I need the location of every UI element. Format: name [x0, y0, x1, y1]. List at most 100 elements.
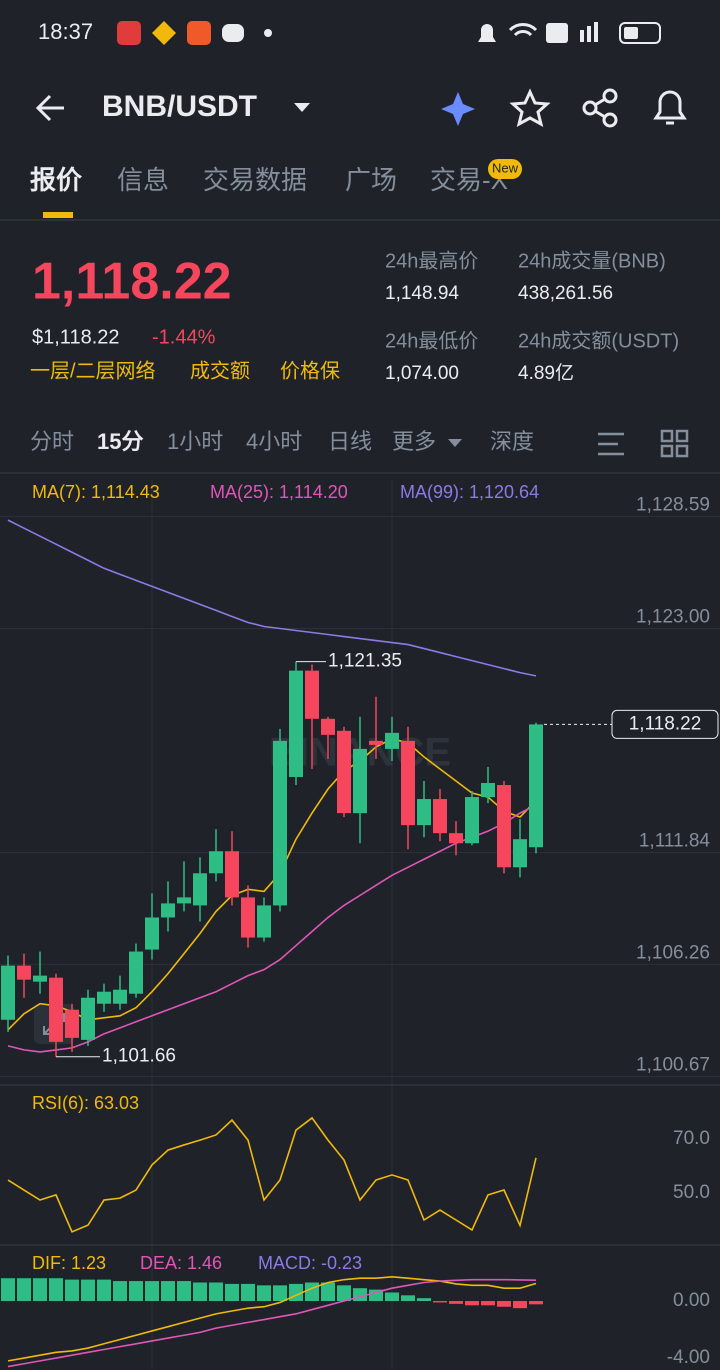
macd-bar [17, 1278, 31, 1302]
tab[interactable]: 报价 [30, 165, 83, 195]
candle-body [241, 897, 255, 938]
macd-bar [305, 1282, 319, 1302]
candle-body [385, 732, 399, 749]
candle-body [161, 903, 175, 918]
back-button[interactable] [35, 94, 64, 122]
candle-body [1, 965, 15, 1020]
rsi-legend: RSI(6): 63.03 [32, 1093, 139, 1113]
macd-tick-label: -4.00 [667, 1347, 710, 1368]
app-icon [117, 21, 141, 45]
candle-body [225, 851, 239, 898]
interval[interactable]: 4小时 [246, 429, 302, 454]
interval[interactable]: 分时 [30, 429, 74, 454]
macd-bar [145, 1281, 159, 1302]
y-tick-label: 1,123.00 [636, 607, 710, 628]
tab[interactable]: 信息 [117, 165, 169, 195]
last-price: 1,118.22 [32, 253, 232, 311]
macd-bar [97, 1279, 111, 1302]
candle-body [529, 724, 543, 848]
tag[interactable]: 成交额 [190, 359, 250, 382]
candle-body [257, 905, 271, 938]
y-tick-label: 1,106.26 [636, 942, 710, 963]
mute-icon [478, 24, 496, 42]
candle-body [417, 799, 431, 826]
macd-bar [321, 1282, 335, 1302]
ma-legend: MA(7): 1,114.43 [32, 482, 160, 502]
candle-body [33, 975, 47, 982]
candle-body [401, 740, 415, 826]
stat-value: 4.89亿 [518, 362, 574, 384]
tag[interactable]: 价格保 [280, 359, 340, 382]
macd-bar [65, 1279, 79, 1302]
y-tick-label: 1,100.67 [636, 1055, 710, 1076]
candle-body [65, 1009, 79, 1038]
alert-button[interactable] [653, 90, 687, 125]
interval[interactable]: 日线 [328, 429, 372, 454]
macd-bar [1, 1278, 15, 1302]
candle-body [177, 897, 191, 904]
macd-bar [81, 1279, 95, 1302]
macd-bar [417, 1298, 431, 1302]
wifi-icon [508, 23, 538, 37]
tab-indicator [43, 212, 73, 218]
macd-bar [177, 1281, 191, 1302]
candle-body [513, 839, 527, 868]
share-button[interactable] [582, 88, 618, 128]
stat-value: 1,148.94 [385, 283, 459, 304]
interval[interactable]: 15分 [97, 429, 143, 454]
app-icon [152, 21, 176, 45]
macd-bar [113, 1281, 127, 1302]
price-change: -1.44% [152, 326, 216, 348]
macd-legend: MACD: -0.23 [258, 1253, 362, 1273]
pair-dropdown[interactable] [294, 103, 310, 112]
favorite-button[interactable] [509, 88, 551, 127]
interval[interactable]: 深度 [490, 429, 534, 454]
tag[interactable]: 一层/二层网络 [30, 359, 156, 382]
macd-bar [513, 1301, 527, 1309]
candle-body [369, 740, 383, 745]
macd-legend: DIF: 1.23 [32, 1253, 106, 1273]
candle-body [17, 965, 31, 980]
stat-label: 24h成交量(BNB) [518, 249, 666, 272]
indicator-button[interactable] [598, 432, 624, 456]
candle-body [289, 670, 303, 777]
macd-bar [225, 1283, 239, 1302]
tab[interactable]: 广场 [345, 165, 397, 195]
macd-bar [33, 1278, 47, 1302]
stat-label: 24h最高价 [385, 249, 478, 272]
max-label: 1,121.35 [328, 651, 402, 672]
y-tick-label: 1,111.84 [639, 830, 711, 851]
interval[interactable]: 1小时 [167, 429, 223, 454]
macd-bar [497, 1301, 511, 1307]
macd-bar [529, 1301, 543, 1305]
candle-body [273, 740, 287, 906]
rsi-tick-label: 50.0 [673, 1182, 710, 1203]
candle-body [193, 873, 207, 906]
macd-bar [241, 1283, 255, 1302]
macd-bar [369, 1289, 383, 1302]
candle-body [129, 951, 143, 994]
dot [264, 29, 272, 37]
layout-button[interactable] [660, 429, 689, 458]
candle-body [209, 851, 223, 874]
macd-bar [481, 1301, 495, 1306]
last-price-box [611, 709, 719, 739]
candle-body [113, 989, 127, 1004]
pair-title[interactable]: BNB/USDT [102, 90, 257, 123]
dea-line [7, 1278, 537, 1368]
macd-tick-label: 0.00 [673, 1290, 710, 1311]
clock: 18:37 [38, 19, 93, 44]
ai-button[interactable] [441, 92, 475, 126]
macd-bar [433, 1301, 447, 1303]
candle-body [81, 997, 95, 1040]
rsi-line [7, 1116, 537, 1233]
tab[interactable]: 交易数据 [203, 165, 307, 195]
macd-bar [449, 1301, 463, 1304]
interval[interactable]: 更多 [392, 429, 436, 454]
signal-icon [594, 22, 598, 42]
candle-body [433, 799, 447, 834]
battery-level [624, 27, 638, 39]
stat-label: 24h成交额(USDT) [518, 329, 679, 352]
candle-body [49, 977, 63, 1042]
